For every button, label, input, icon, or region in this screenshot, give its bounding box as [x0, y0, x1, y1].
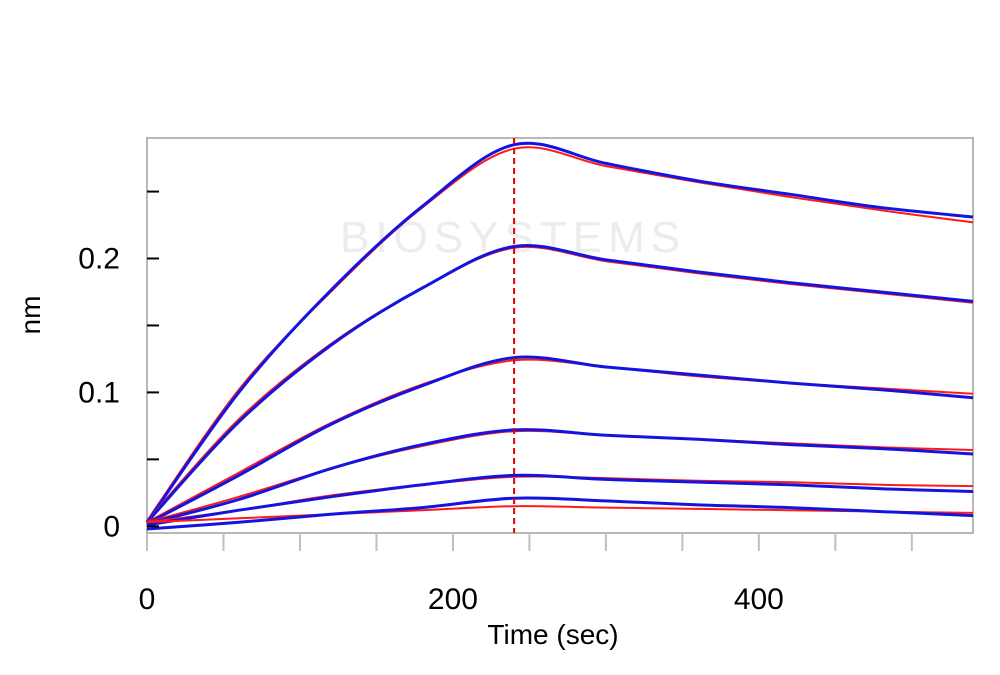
plot-frame — [146, 137, 974, 534]
measured-curve-5 — [146, 355, 974, 525]
axis-layer: 0 0.1 0.2 0 200 400 — [78, 190, 913, 616]
measured-curve-11 — [146, 496, 974, 531]
y-tick-label: 0 — [103, 510, 120, 543]
series-layer — [145, 141, 974, 531]
y-axis-label: nm — [15, 296, 46, 335]
measured-curve-1 — [145, 141, 974, 524]
y-tick-label: 0.2 — [78, 243, 120, 276]
x-tick-label: 0 — [139, 583, 156, 616]
measured-curve-3 — [145, 244, 974, 524]
x-tick-label: 400 — [734, 583, 784, 616]
x-tick-label: 200 — [428, 583, 478, 616]
measured-curve-7 — [146, 428, 974, 526]
y-tick-label: 0.1 — [78, 376, 120, 409]
measured-curve-9 — [146, 473, 974, 527]
x-axis-label: Time (sec) — [487, 619, 618, 650]
watermark-text: BIOSYSTEMS — [340, 213, 686, 262]
